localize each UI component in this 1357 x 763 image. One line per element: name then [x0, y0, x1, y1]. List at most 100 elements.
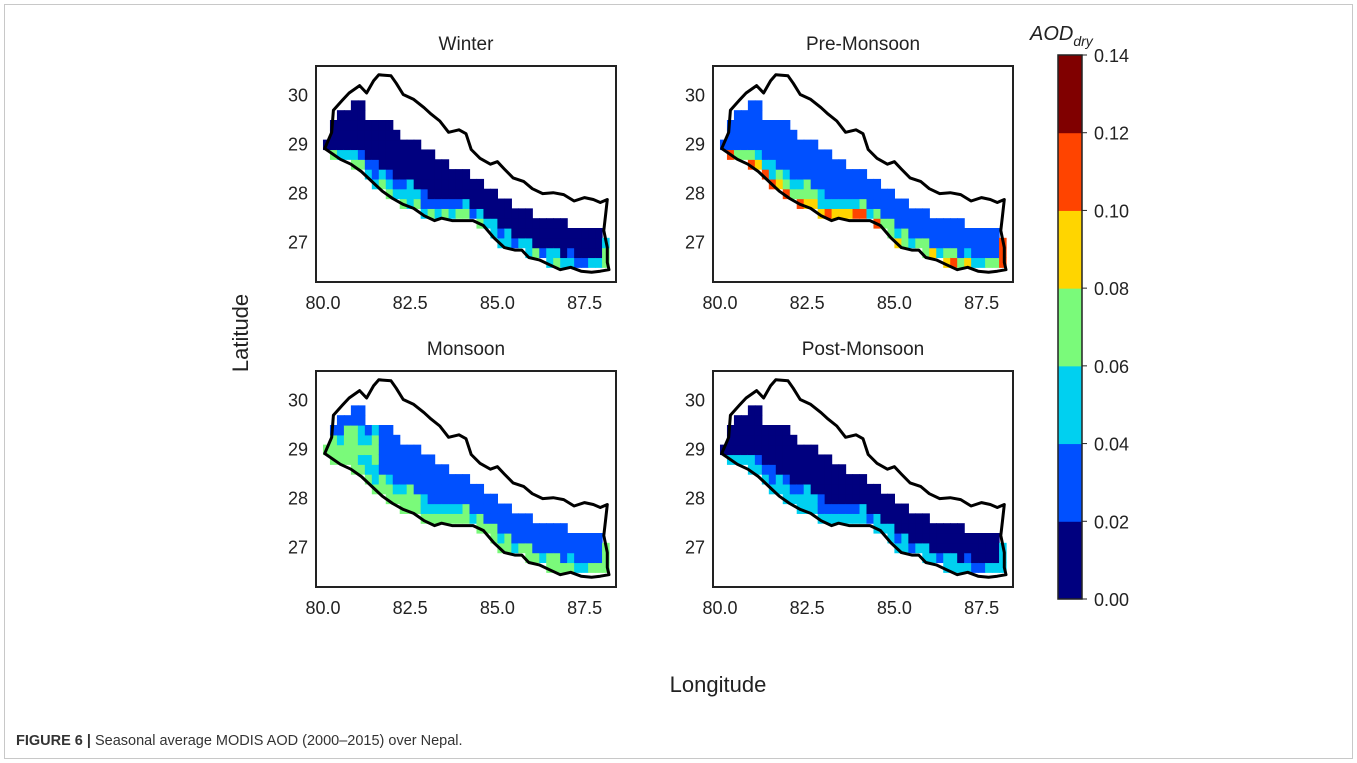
aod-cell	[943, 533, 951, 544]
aod-cell	[810, 493, 819, 505]
aod-cell	[427, 503, 436, 514]
aod-cell	[922, 533, 930, 544]
aod-cell	[845, 198, 854, 209]
aod-cell	[392, 434, 401, 446]
aod-cell	[817, 483, 826, 495]
aod-cell	[560, 237, 568, 249]
aod-cell	[992, 533, 1000, 544]
colorbar-tick-label: 0.08	[1094, 279, 1129, 299]
aod-cell	[539, 228, 547, 239]
aod-cell	[817, 208, 826, 219]
aod-cell	[845, 169, 854, 180]
aod-cell	[343, 110, 352, 121]
aod-cell	[740, 120, 749, 131]
aod-cell	[866, 198, 875, 209]
aod-cell	[427, 159, 436, 170]
aod-cell	[971, 552, 979, 564]
aod-cell	[859, 483, 868, 495]
aod-cell	[364, 169, 373, 180]
aod-cell	[789, 454, 798, 465]
aod-cell	[817, 474, 826, 485]
aod-cell	[887, 198, 895, 209]
aod-cell	[385, 464, 394, 475]
aod-cell	[343, 425, 352, 436]
aod-cell	[747, 139, 756, 151]
aod-cell	[964, 542, 972, 554]
aod-cell	[950, 237, 958, 249]
y-tick-label: 28	[685, 184, 705, 204]
map-panel-2: Monsoon 80.0 82.5 85.0 87.5 30 29 28 27	[288, 339, 617, 618]
aod-cell	[796, 159, 805, 170]
aod-cell	[775, 425, 784, 436]
aod-cell	[873, 178, 882, 190]
aod-cell	[747, 444, 756, 456]
aod-cell	[483, 513, 492, 524]
aod-cell	[985, 257, 993, 268]
map-panel-3: Post-Monsoon 80.0 82.5 85.0 87.5 30 29 28 27	[685, 339, 1014, 618]
aod-cell	[782, 169, 791, 180]
aod-cell	[336, 425, 345, 436]
aod-cell	[754, 129, 763, 141]
aod-cell	[796, 169, 805, 180]
aod-cell	[922, 247, 930, 259]
aod-cell	[985, 552, 993, 564]
aod-cell	[553, 228, 561, 239]
aod-cell	[581, 533, 589, 544]
aod-cell	[740, 149, 749, 160]
aod-cell	[950, 562, 958, 573]
aod-cell	[385, 493, 394, 505]
aod-cell	[378, 483, 387, 495]
aod-cell	[371, 159, 380, 170]
aod-cell	[887, 188, 895, 200]
aod-cell	[915, 513, 923, 524]
aod-cell	[434, 474, 443, 485]
aod-cell	[950, 228, 958, 239]
aod-cell	[329, 139, 338, 151]
x-axis-label: Longitude	[670, 672, 767, 697]
aod-cell	[413, 464, 422, 475]
aod-cell	[574, 247, 582, 259]
aod-cell	[887, 218, 895, 229]
aod-cell	[922, 523, 930, 534]
aod-cell	[553, 237, 561, 249]
aod-cell	[469, 513, 478, 524]
aod-cell	[789, 169, 798, 180]
aod-cell	[427, 178, 436, 190]
aod-cell	[539, 533, 547, 544]
y-tick-label: 29	[288, 135, 308, 155]
aod-cell	[553, 552, 561, 564]
aod-cell	[831, 178, 840, 190]
aod-cell	[775, 464, 784, 475]
aod-cell	[511, 237, 519, 249]
aod-cell	[747, 100, 756, 111]
aod-cell	[817, 198, 826, 209]
aod-cell	[957, 542, 965, 554]
y-tick-label: 29	[685, 440, 705, 460]
aod-cell	[852, 493, 861, 505]
aod-cell	[845, 483, 854, 495]
y-tick-label: 27	[685, 233, 705, 253]
axes-frame	[315, 65, 617, 283]
aod-cell	[775, 139, 784, 151]
aod-cell	[824, 149, 833, 160]
aod-cell	[497, 533, 505, 544]
aod-cell	[789, 464, 798, 475]
aod-cell	[775, 483, 784, 495]
aod-cell	[581, 257, 589, 268]
aod-cell	[887, 228, 895, 239]
aod-cell	[754, 110, 763, 121]
aod-cell	[894, 533, 902, 544]
aod-cell	[504, 208, 512, 219]
aod-cell	[901, 208, 909, 219]
aod-cell	[859, 503, 868, 514]
aod-cell	[532, 237, 540, 249]
aod-cell	[343, 454, 352, 465]
aod-cell	[378, 169, 387, 180]
aod-cell	[490, 493, 498, 505]
aod-cell	[929, 552, 937, 564]
aod-cell	[371, 454, 380, 465]
aod-cell	[782, 483, 791, 495]
aod-cell	[476, 513, 485, 524]
